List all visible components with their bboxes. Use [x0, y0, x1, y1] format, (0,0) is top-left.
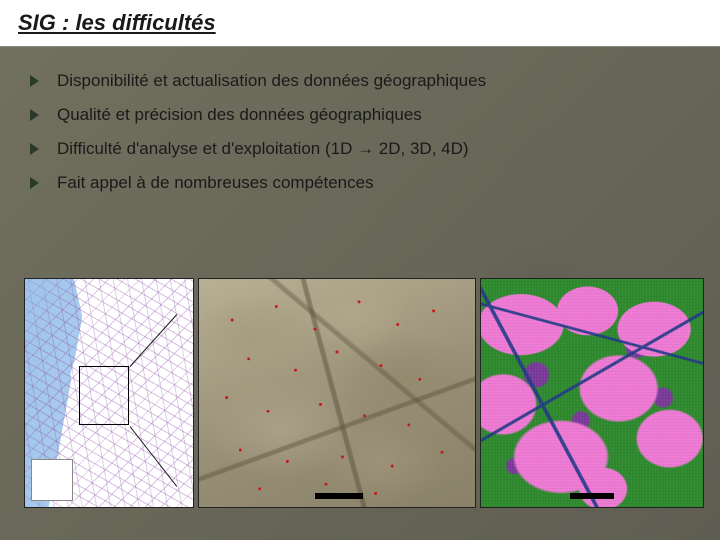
legend-box [31, 459, 73, 501]
bullet-icon [30, 109, 39, 121]
bullet-text: Fait appel à de nombreuses compétences [57, 173, 374, 193]
map-relief [198, 278, 476, 508]
list-item: Disponibilité et actualisation des donné… [30, 71, 690, 91]
bullet-text: Disponibilité et actualisation des donné… [57, 71, 486, 91]
title-bar: SIG : les difficultés [0, 0, 720, 47]
inset-extent-box [79, 366, 129, 425]
map-classification [480, 278, 704, 508]
bullet-icon [30, 143, 39, 155]
bullet-list: Disponibilité et actualisation des donné… [30, 71, 690, 193]
map-overview [24, 278, 194, 508]
slide-title: SIG : les difficultés [18, 10, 702, 36]
bullet-text: Difficulté d'analyse et d'exploitation (… [57, 139, 469, 159]
list-item: Fait appel à de nombreuses compétences [30, 173, 690, 193]
scalebar [315, 493, 363, 499]
list-item: Qualité et précision des données géograp… [30, 105, 690, 125]
bullet-icon [30, 75, 39, 87]
content-area: Disponibilité et actualisation des donné… [0, 47, 720, 217]
scalebar [570, 493, 614, 499]
bullet-icon [30, 177, 39, 189]
list-item: Difficulté d'analyse et d'exploitation (… [30, 139, 690, 159]
maps-row [24, 278, 704, 508]
bullet-text: Qualité et précision des données géograp… [57, 105, 422, 125]
